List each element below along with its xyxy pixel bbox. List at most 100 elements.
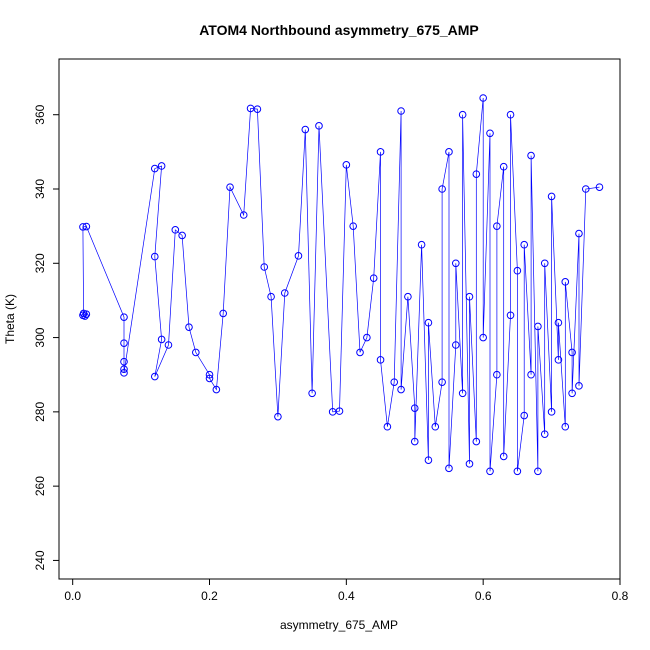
data-point — [410, 437, 419, 446]
data-point — [452, 259, 460, 268]
data-point — [79, 223, 87, 231]
y-tick-label: 360 — [33, 104, 47, 124]
series-line — [82, 97, 600, 472]
data-point — [458, 110, 467, 119]
data-point — [349, 222, 357, 230]
data-point — [404, 292, 412, 301]
data-point — [157, 335, 166, 344]
data-point — [520, 411, 529, 420]
y-tick-label: 280 — [33, 402, 47, 422]
data-point — [424, 318, 433, 327]
x-axis-label: asymmetry_675_AMP — [280, 618, 398, 632]
data-point — [458, 389, 467, 398]
data-marks — [79, 94, 604, 476]
x-tick-label: 0.6 — [475, 589, 492, 603]
data-point — [540, 430, 549, 438]
data-point — [192, 348, 200, 357]
data-point — [465, 292, 474, 301]
data-point — [308, 389, 316, 398]
data-point — [150, 252, 159, 261]
data-point — [178, 231, 186, 240]
data-point — [445, 148, 453, 156]
data-point — [157, 162, 166, 170]
data-point — [540, 259, 549, 268]
y-tick-label: 300 — [33, 327, 47, 347]
data-point — [79, 309, 88, 318]
x-tick-label: 0.4 — [338, 589, 355, 603]
data-point — [561, 422, 570, 431]
data-point — [260, 263, 269, 271]
data-point — [438, 185, 446, 193]
data-point — [82, 222, 91, 231]
data-point — [397, 107, 405, 115]
data-point — [356, 348, 364, 357]
data-point — [472, 170, 481, 178]
data-point — [513, 467, 522, 476]
data-point — [431, 422, 440, 431]
data-point — [164, 341, 173, 349]
data-point — [397, 385, 405, 394]
data-point — [493, 370, 501, 379]
data-point — [445, 464, 453, 473]
data-point — [527, 151, 535, 160]
data-point — [376, 148, 385, 156]
data-point — [424, 456, 433, 464]
data-point — [506, 110, 515, 119]
data-point — [438, 378, 446, 386]
data-point — [120, 313, 128, 321]
data-point — [226, 183, 234, 191]
data-point — [547, 408, 556, 416]
data-point — [205, 370, 214, 379]
data-point — [513, 266, 522, 275]
data-point — [595, 183, 604, 191]
data-point — [534, 322, 542, 331]
data-point — [383, 422, 392, 431]
data-point — [253, 105, 262, 113]
data-point — [499, 452, 508, 461]
x-axis: 0.0 0.2 0.4 0.6 0.8 — [64, 578, 629, 603]
data-point — [342, 161, 351, 169]
y-axis-label: Theta (K) — [3, 294, 17, 344]
data-point — [120, 369, 128, 377]
data-point — [120, 357, 128, 366]
data-point — [280, 289, 289, 297]
data-point — [486, 467, 494, 476]
chart-title: ATOM4 Northbound asymmetry_675_AMP — [199, 22, 479, 38]
x-tick-label: 0.8 — [612, 589, 629, 603]
data-point — [376, 356, 385, 364]
y-tick-label: 320 — [33, 253, 47, 273]
data-point — [465, 460, 474, 468]
data-point — [150, 372, 159, 381]
data-point — [554, 318, 563, 327]
data-point — [410, 404, 419, 412]
data-point — [534, 467, 542, 476]
y-tick-label: 240 — [33, 550, 47, 570]
data-point — [568, 389, 576, 398]
data-point — [581, 185, 590, 193]
x-tick-label: 0.2 — [201, 589, 218, 603]
data-point — [171, 226, 180, 234]
data-point — [267, 292, 275, 301]
data-point — [120, 339, 128, 347]
data-point — [554, 356, 563, 364]
data-point — [335, 407, 344, 415]
data-point — [499, 162, 508, 171]
y-tick-label: 260 — [33, 476, 47, 496]
data-point — [561, 278, 570, 286]
data-point — [219, 309, 227, 318]
data-point — [205, 374, 214, 383]
data-point — [568, 348, 576, 357]
data-point — [150, 164, 159, 173]
data-point — [274, 412, 282, 421]
data-point — [315, 122, 323, 130]
data-point — [301, 125, 310, 134]
data-point — [472, 437, 481, 446]
data-point — [575, 382, 583, 390]
data-point — [294, 252, 303, 260]
data-point — [185, 323, 193, 331]
data-point — [239, 211, 248, 219]
data-point — [452, 341, 460, 349]
data-point — [527, 370, 535, 379]
data-point — [493, 222, 501, 230]
